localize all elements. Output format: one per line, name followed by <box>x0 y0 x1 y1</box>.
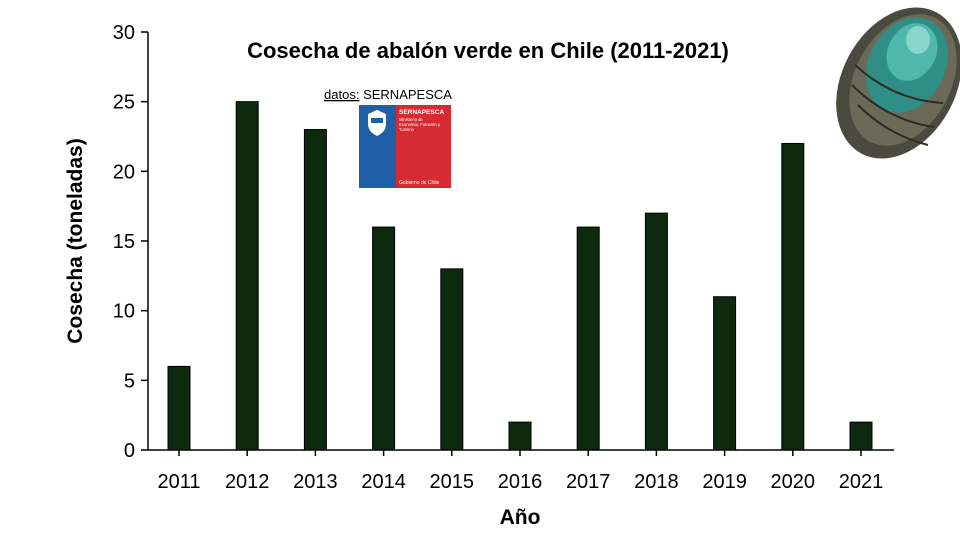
bar-2019 <box>713 296 737 451</box>
bar-2015 <box>440 268 464 451</box>
abalone-shell-icon <box>836 7 960 159</box>
bar-2017 <box>576 226 600 451</box>
source-prefix: datos: <box>324 87 359 102</box>
x-tick-label: 2020 <box>771 471 816 493</box>
x-tick-label: 2011 <box>157 471 200 493</box>
y-tick-label: 10 <box>113 301 135 323</box>
x-tick-label: 2015 <box>430 471 475 493</box>
y-tick-label: 30 <box>113 22 135 44</box>
source-name: SERNAPESCA <box>363 87 452 102</box>
bar-2018 <box>644 212 668 451</box>
y-tick-label: 20 <box>113 161 135 183</box>
bar-2012 <box>235 101 259 451</box>
x-tick-label: 2021 <box>839 471 884 493</box>
x-axis-ticks: 2011 2012 2013 2014 2015 2016 2017 2018 2019 2020… <box>157 450 883 493</box>
logo-subtitle: Ministerio de Economía, Fomento y Turism… <box>399 117 441 132</box>
sernapesca-logo: SERNAPESCA Ministerio de Economía, Fomen… <box>359 105 451 188</box>
y-tick-label: 15 <box>113 231 135 253</box>
x-axis-title: Año <box>500 506 541 529</box>
x-tick-label: 2014 <box>361 471 406 493</box>
bar-2016 <box>508 421 532 451</box>
y-tick-label: 25 <box>113 92 135 114</box>
bar-2011 <box>167 365 191 451</box>
y-tick-label: 0 <box>124 440 135 462</box>
logo-footer: Gobierno de Chile <box>399 180 440 186</box>
bar-2014 <box>372 226 396 451</box>
data-source: datos: SERNAPESCA <box>324 87 452 102</box>
y-axis-ticks: 0 5 10 15 20 25 30 <box>113 22 148 462</box>
x-tick-label: 2016 <box>498 471 543 493</box>
y-tick-label: 5 <box>124 370 135 392</box>
bar-2013 <box>303 129 327 451</box>
x-tick-label: 2012 <box>225 471 270 493</box>
x-tick-label: 2019 <box>702 471 747 493</box>
bar-2020 <box>781 142 805 451</box>
logo-red-band <box>396 105 451 188</box>
bar-2021 <box>849 421 873 451</box>
x-tick-label: 2018 <box>634 471 679 493</box>
x-tick-label: 2013 <box>293 471 338 493</box>
bars <box>167 101 873 451</box>
logo-name: SERNAPESCA <box>399 109 444 116</box>
chart-title: Cosecha de abalón verde en Chile (2011-2… <box>247 38 729 63</box>
y-axis-title: Cosecha (toneladas) <box>64 138 87 343</box>
chile-coat-of-arms-icon <box>368 110 386 136</box>
x-tick-label: 2017 <box>566 471 611 493</box>
